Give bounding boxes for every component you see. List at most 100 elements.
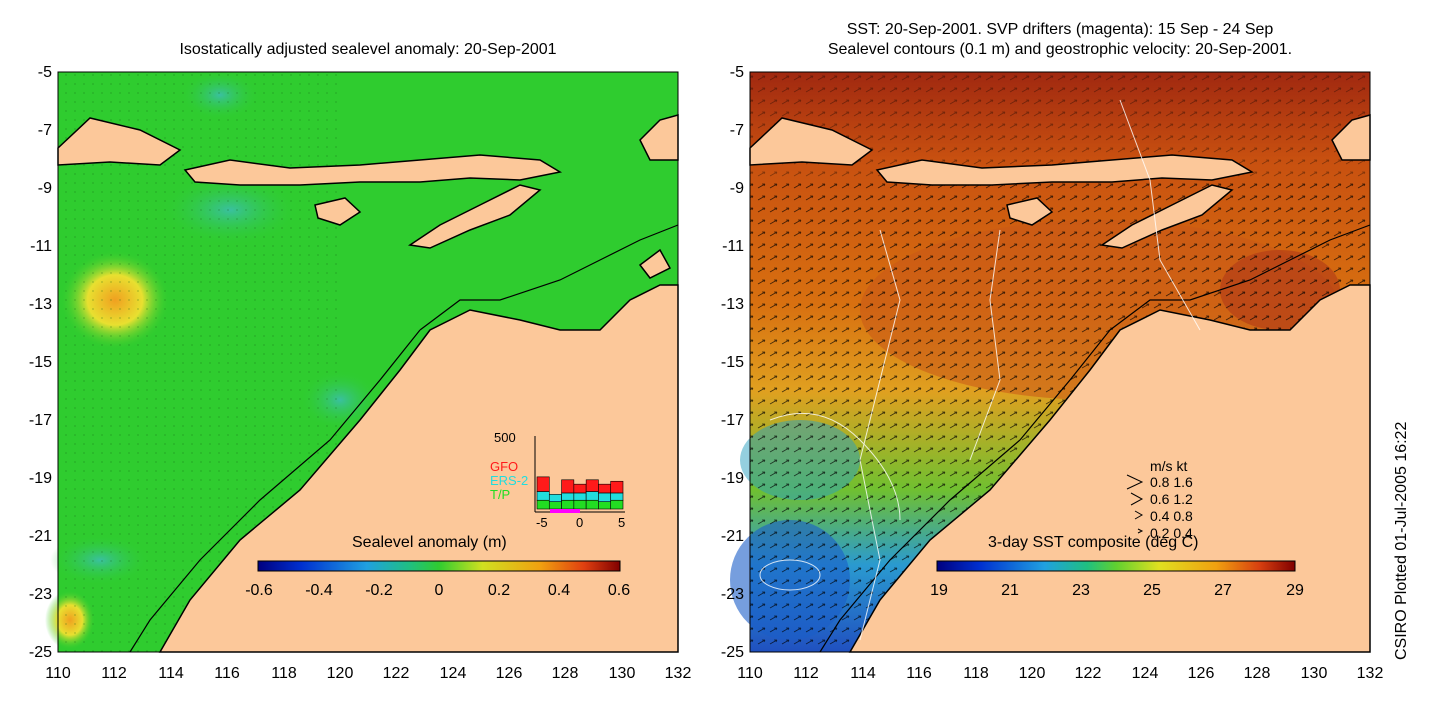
histogram-bar-gfo [561, 479, 575, 494]
x-tick: 128 [551, 665, 579, 682]
y-tick: -5 [37, 64, 52, 81]
histogram-bar-ers2 [573, 492, 587, 501]
sla-colorbar-tick: 0 [434, 582, 444, 599]
x-tick: 132 [664, 665, 692, 682]
vector-legend-arrows [1126, 474, 1144, 534]
y-tick: -23 [720, 586, 744, 603]
x-tick: 128 [1243, 665, 1271, 682]
histogram-bar-tp [536, 499, 550, 510]
sst-colorbar-tick: 25 [1143, 582, 1161, 599]
vector-legend-row: 0.2 0.4 [1150, 525, 1193, 541]
histogram-bar-ers2 [536, 491, 550, 501]
y-tick: -17 [720, 412, 744, 429]
y-tick: -11 [30, 238, 52, 255]
y-tick: -25 [28, 644, 52, 661]
histogram-bar-tp [585, 499, 599, 510]
x-tick: 120 [326, 665, 354, 682]
sst-colorbar-tick: 19 [930, 582, 948, 599]
histogram-bar-ers2 [561, 492, 575, 501]
x-tick: 132 [1356, 665, 1384, 682]
sla-colorbar-tick: 0.4 [547, 582, 571, 599]
x-tick: 118 [963, 665, 989, 682]
x-tick: 116 [214, 665, 240, 682]
histogram-bar-tp [561, 499, 575, 510]
x-tick: 120 [1018, 665, 1046, 682]
inset-legend-ers2: ERS-2 [490, 473, 529, 488]
sst-colorbar [936, 560, 1296, 572]
x-tick: 112 [101, 665, 127, 682]
altimeter-inset-histogram [534, 436, 625, 513]
sla-colorbar-tick: -0.4 [305, 582, 333, 599]
sla-colorbar [257, 560, 621, 572]
inset-x-tick: 5 [618, 515, 626, 530]
x-tick: 110 [45, 665, 71, 682]
sla-colorbar-tick: 0.2 [487, 582, 511, 599]
x-tick: 126 [495, 665, 523, 682]
y-tick: -17 [28, 412, 52, 429]
y-tick: -13 [720, 296, 744, 313]
y-tick: -15 [720, 354, 744, 371]
vector-legend-row: 0.4 0.8 [1150, 508, 1193, 524]
histogram-bar-gfo [573, 483, 587, 494]
y-tick: -21 [28, 528, 52, 545]
sla-colorbar-tick: -0.6 [245, 582, 273, 599]
y-tick: -9 [729, 180, 744, 197]
sla-colorbar-title: Sealevel anomaly (m) [352, 534, 507, 551]
y-tick: -5 [729, 64, 744, 81]
x-tick: 122 [1074, 665, 1102, 682]
sst-colorbar-tick: 27 [1214, 582, 1232, 599]
y-tick: -19 [720, 470, 744, 487]
histogram-bar-gfo [585, 479, 599, 492]
inset-legend-gfo: GFO [490, 459, 519, 474]
x-tick: 110 [737, 665, 763, 682]
x-tick: 118 [271, 665, 297, 682]
x-tick: 130 [1300, 665, 1328, 682]
histogram-bar-gfo [536, 476, 550, 492]
y-tick: -23 [28, 586, 52, 603]
left-panel-title: Isostatically adjusted sealevel anomaly:… [179, 41, 557, 58]
sst-colorbar-tick: 29 [1286, 582, 1304, 599]
y-tick: -15 [28, 354, 52, 371]
histogram-bar-gfo [610, 480, 624, 494]
histogram-bar-ers2 [585, 491, 599, 501]
histogram-bar-gfo [598, 483, 612, 494]
x-tick: 124 [1131, 665, 1159, 682]
sst-colorbar-tick: 23 [1072, 582, 1090, 599]
histogram-bar-tp [610, 499, 624, 510]
x-tick: 124 [439, 665, 467, 682]
sst-colorbar-tick: 21 [1001, 582, 1019, 599]
y-tick: -9 [37, 180, 52, 197]
sst-colorbar-title: 3-day SST composite (deg C) [988, 534, 1199, 551]
x-tick: 114 [158, 665, 184, 682]
sla-colorbar-tick: -0.2 [365, 582, 393, 599]
inset-x-tick: -5 [536, 515, 548, 530]
y-tick: -21 [720, 528, 744, 545]
x-tick: 130 [608, 665, 636, 682]
y-tick: -25 [720, 644, 744, 661]
y-tick: -19 [28, 470, 52, 487]
histogram-bar-tp [573, 499, 587, 510]
x-tick: 116 [906, 665, 932, 682]
histogram-bar-ers2 [548, 494, 562, 502]
histogram-bar-tp [548, 501, 562, 510]
x-tick: 122 [382, 665, 410, 682]
histogram-bar-ers2 [610, 492, 624, 501]
x-tick: 114 [850, 665, 876, 682]
y-tick: -7 [729, 122, 744, 139]
sla-colorbar-tick: 0.6 [607, 582, 631, 599]
sla-map [45, 70, 679, 653]
vector-legend-row: 0.8 1.6 [1150, 474, 1193, 490]
inset-x-tick: 0 [576, 515, 584, 530]
vector-legend-row: 0.6 1.2 [1150, 491, 1193, 507]
y-tick: -7 [37, 122, 52, 139]
histogram-bar-ers2 [598, 492, 612, 503]
right-panel-title-line2: Sealevel contours (0.1 m) and geostrophi… [827, 41, 1293, 58]
x-tick: 126 [1187, 665, 1215, 682]
x-tick: 112 [793, 665, 819, 682]
y-tick: -13 [28, 296, 52, 313]
vector-legend-header: m/s kt [1150, 458, 1188, 474]
plotted-date-label: CSIRO Plotted 01-Jul-2005 16:22 [1393, 421, 1410, 660]
right-panel-title-line1: SST: 20-Sep-2001. SVP drifters (magenta)… [846, 21, 1274, 38]
inset-legend-tp: T/P [490, 487, 511, 502]
